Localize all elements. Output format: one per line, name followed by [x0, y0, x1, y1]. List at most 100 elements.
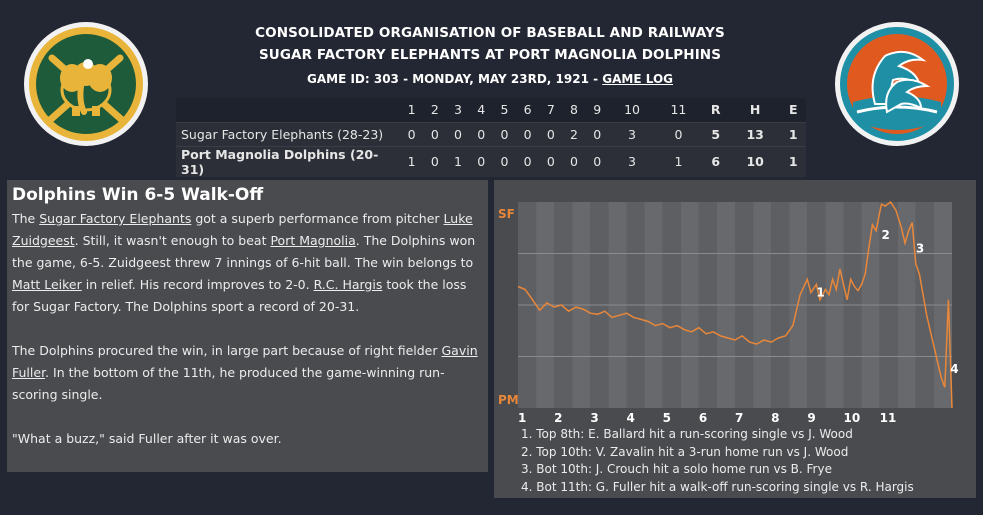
- inning-header: 3: [446, 98, 470, 122]
- linescore-table: 1 2 3 4 5 6 7 8 9 10 11 R H E Sugar Fact…: [176, 98, 806, 177]
- y-top-label: SF: [498, 207, 515, 221]
- away-hits: 13: [729, 121, 781, 146]
- story-text: . Still, it wasn't enough to beat: [74, 233, 271, 248]
- game-info: GAME ID: 303 - MONDAY, MAY 23RD, 1921 - …: [180, 68, 800, 90]
- game-info-text: GAME ID: 303 - MONDAY, MAY 23RD, 1921 -: [306, 72, 603, 86]
- inning-score: 0: [516, 121, 540, 146]
- matchup-title: SUGAR FACTORY ELEPHANTS AT PORT MAGNOLIA…: [258, 47, 722, 63]
- inning-score: 0: [585, 121, 609, 146]
- away-team-link[interactable]: Sugar Factory Elephants: [39, 211, 192, 226]
- home-row: Port Magnolia Dolphins (20-31) 1 0 1 0 0…: [176, 145, 806, 177]
- inning-score: 0: [539, 121, 563, 146]
- inning-header: 4: [469, 98, 493, 122]
- inning-header: 2: [423, 98, 447, 122]
- inning-score: 0: [492, 121, 517, 146]
- story-headline: Dolphins Win 6-5 Walk-Off: [12, 185, 264, 205]
- game-log-link[interactable]: GAME LOG: [602, 72, 674, 86]
- inning-score: 0: [446, 121, 470, 146]
- winning-pitcher-link[interactable]: Matt Leiker: [12, 277, 82, 292]
- away-errors: 1: [780, 121, 806, 146]
- game-story: Dolphins Win 6-5 Walk-Off The Sugar Fact…: [7, 180, 488, 472]
- story-text: The: [12, 211, 40, 226]
- key-events-list: 1. Top 8th: E. Ballard hit a run-scoring…: [521, 426, 914, 496]
- x-tick-label: 4: [627, 411, 635, 425]
- away-team-name[interactable]: Sugar Factory Elephants (28-23): [176, 121, 400, 146]
- inning-score: 3: [608, 121, 656, 146]
- story-text: took the loss for Sugar Factory. The Dol…: [12, 277, 467, 314]
- away-row: Sugar Factory Elephants (28-23) 0 0 0 0 …: [176, 121, 806, 146]
- inning-score: 0: [562, 145, 586, 177]
- dolphin-logo: [835, 22, 959, 146]
- story-text: got a superb performance from pitcher: [191, 211, 444, 226]
- inning-score: 0: [655, 121, 702, 146]
- event-marker: 4: [950, 362, 958, 376]
- inning-header: 10: [608, 98, 656, 122]
- inning-header: 9: [585, 98, 609, 122]
- event-marker: 1: [816, 286, 824, 300]
- x-tick-label: 6: [699, 411, 707, 425]
- inning-score: 0: [423, 145, 447, 177]
- event-marker: 2: [881, 228, 889, 242]
- inning-score: 0: [469, 145, 493, 177]
- home-team-name[interactable]: Port Magnolia Dolphins (20-31): [176, 145, 400, 177]
- y-bottom-label: PM: [498, 393, 519, 407]
- inning-header: 6: [516, 98, 540, 122]
- story-text: The Dolphins procured the win, in large …: [12, 343, 442, 358]
- home-hits: 10: [729, 145, 781, 177]
- home-team-link[interactable]: Port Magnolia: [270, 233, 356, 248]
- inning-score: 0: [469, 121, 493, 146]
- hits-header: H: [729, 98, 781, 122]
- inning-header: 1: [400, 98, 424, 122]
- x-tick-label: 10: [844, 411, 861, 425]
- inning-score: 3: [608, 145, 656, 177]
- inning-header: 11: [655, 98, 702, 122]
- key-event: 3. Bot 10th: J. Crouch hit a solo home r…: [521, 462, 832, 476]
- inning-header: 7: [539, 98, 563, 122]
- away-runs: 5: [701, 121, 730, 146]
- x-tick-label: 3: [590, 411, 598, 425]
- pitcher-link[interactable]: Luke Zuidgeest: [12, 211, 473, 248]
- inning-score: 0: [539, 145, 563, 177]
- inning-header: 5: [492, 98, 517, 122]
- inning-score: 1: [446, 145, 470, 177]
- elephant-logo: [24, 22, 148, 146]
- inning-score: 0: [516, 145, 540, 177]
- x-tick-label: 9: [807, 411, 815, 425]
- x-tick-label: 8: [771, 411, 779, 425]
- inning-score: 2: [562, 121, 586, 146]
- hero-player-link[interactable]: Gavin Fuller: [12, 343, 478, 380]
- story-text: . In the bottom of the 11th, he produced…: [12, 365, 445, 402]
- league-title: CONSOLIDATED ORGANISATION OF BASEBALL AN…: [255, 25, 725, 41]
- inning-score: 0: [423, 121, 447, 146]
- story-quote: "What a buzz," said Fuller after it was …: [12, 431, 282, 446]
- story-text: . The Dolphins won the game, 6-5. Zuidge…: [12, 233, 476, 270]
- inning-score: 1: [400, 145, 424, 177]
- key-event: 4. Bot 11th: G. Fuller hit a walk-off ru…: [521, 479, 914, 494]
- inning-score: 0: [400, 121, 424, 146]
- x-tick-label: 11: [880, 411, 897, 425]
- x-tick-label: 2: [554, 411, 562, 425]
- win-probability-panel: SF PM 1 2 3 4 5 6 7 8 9 10 11 1 2 3 4 1. Top 8th: E. Bal…: [494, 180, 976, 498]
- inning-score: 0: [585, 145, 609, 177]
- inning-score: 0: [492, 145, 517, 177]
- story-text: in relief. His record improves to 2-0.: [81, 277, 314, 292]
- linescore-header: 1 2 3 4 5 6 7 8 9 10 11 R H E: [176, 98, 806, 122]
- x-tick-label: 7: [735, 411, 743, 425]
- event-marker: 3: [916, 241, 924, 255]
- key-event: 2. Top 10th: V. Zavalin hit a 3-run home…: [521, 444, 849, 459]
- x-tick-label: 1: [518, 411, 526, 425]
- game-header: CONSOLIDATED ORGANISATION OF BASEBALL AN…: [180, 22, 800, 90]
- team-column-header: [176, 98, 400, 122]
- story-paragraph: The Dolphins procured the win, in large …: [12, 340, 483, 406]
- home-errors: 1: [780, 145, 806, 177]
- losing-pitcher-link[interactable]: R.C. Hargis: [313, 277, 383, 292]
- story-paragraph: The Sugar Factory Elephants got a superb…: [12, 208, 483, 318]
- errors-header: E: [780, 98, 806, 122]
- x-tick-label: 5: [663, 411, 671, 425]
- home-runs: 6: [701, 145, 730, 177]
- win-probability-line: [517, 200, 953, 409]
- key-event: 1. Top 8th: E. Ballard hit a run-scoring…: [521, 427, 853, 441]
- inning-header: 8: [562, 98, 586, 122]
- runs-header: R: [701, 98, 730, 122]
